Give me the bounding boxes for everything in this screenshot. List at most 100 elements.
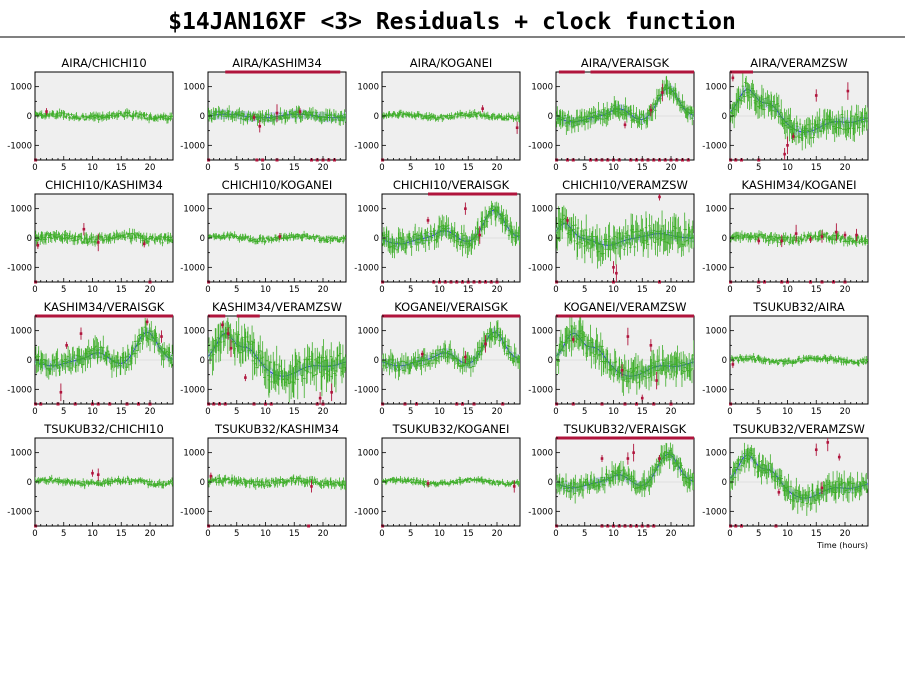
residual-point [807,492,810,504]
residual-point [671,355,675,381]
residual-point [68,349,71,372]
residual-point [76,116,79,120]
residual-point [278,355,281,377]
residual-point [770,94,773,120]
panel: CHICHI10/VERAMZSW 0 5 10 15 20 -1000 0 1000 [528,178,695,295]
panel: KASHIM34/VERAMZSW 0 5 10 15 20 -1000 0 1000 [180,300,347,417]
residual-point [776,234,780,244]
residual-point [262,235,265,241]
residual-point [250,325,254,357]
residual-point [572,477,575,496]
residual-point [127,358,131,371]
flagged-point [512,480,516,493]
y-axis: -1000 0 1000 [702,193,734,283]
residual-point [52,110,55,118]
x-tick-label: 5 [61,529,66,539]
residual-point [36,112,39,119]
residual-point [269,484,272,488]
x-axis: 0 5 10 15 20 [379,522,521,539]
residual-point [601,112,604,127]
residual-point [623,469,627,479]
y-axis: -1000 0 1000 [528,315,560,405]
x-tick-label: 10 [608,407,619,417]
y-tick-label: -1000 [7,263,32,273]
residual-point [281,369,284,390]
residual-point [435,484,438,487]
residual-point [778,477,782,490]
residual-point [143,112,146,120]
residual-point [432,356,436,365]
residual-point [254,478,258,486]
residual-point [108,353,111,364]
y-tick-label: -1000 [702,507,727,517]
y-tick-label: 1000 [357,327,379,337]
residual-point [669,216,672,249]
residual-point [670,447,673,459]
residual-point [111,236,114,240]
residual-point [411,114,414,119]
panel-title: AIRA/KOGANEI [410,56,493,70]
residual-point [832,358,836,364]
residual-point [500,113,503,121]
residual-point [420,356,423,364]
residual-point [238,107,241,117]
residual-point [287,479,291,483]
residual-point [50,233,54,243]
x-axis: 0 5 10 15 20 [379,278,521,295]
residual-point [455,478,458,483]
plot-contents [382,475,520,493]
residual-point [447,217,450,240]
residual-point [684,220,688,239]
residual-point [85,115,88,121]
residual-point [467,239,470,255]
residual-point [327,481,330,489]
panel: TSUKUB32/KASHIM34 0 5 10 15 20 -1000 0 1000 [180,422,347,539]
residual-point [683,100,686,114]
residual-point [240,478,243,484]
residual-point [267,109,270,121]
residual-point [852,238,855,244]
residual-point [599,113,602,125]
residual-point [147,331,150,346]
residual-point [47,478,50,485]
residual-point [858,238,862,244]
y-tick-label: 1000 [357,83,379,93]
residual-point [423,348,426,362]
residual-point [588,341,591,357]
residual-point [283,232,287,239]
flag-bar [208,314,226,318]
residual-point [576,482,579,492]
x-tick-label: 15 [811,407,822,417]
residual-point [504,334,507,350]
residual-point [212,338,215,371]
y-axis: -1000 0 1000 [7,193,39,283]
residual-point [44,233,48,245]
x-tick-label: 0 [553,529,558,539]
x-tick-label: 15 [637,407,648,417]
residual-point [816,119,819,133]
residual-point [138,110,142,119]
residual-point [616,232,620,255]
x-axis: 0 5 10 15 20 [553,400,695,417]
residual-point [583,228,587,264]
residual-point [225,478,228,481]
y-tick-label: 1000 [183,205,205,215]
flagged-point [426,216,430,224]
residual-point [620,104,623,116]
residual-point [486,215,489,228]
residual-point [296,359,299,400]
y-tick-label: -1000 [354,263,379,273]
residual-point [242,110,246,118]
residual-point [762,88,765,110]
residual-point [86,345,89,369]
residual-point [103,233,107,239]
residual-point [654,101,657,120]
residual-point [221,477,225,487]
y-tick-label: 1000 [357,205,379,215]
residual-point [758,97,762,110]
flagged-point [209,472,213,480]
flagged-point [79,327,83,340]
residual-point [826,474,829,494]
residual-point [231,111,235,119]
panel-title: TSUKUB32/KOGANEI [392,422,510,436]
